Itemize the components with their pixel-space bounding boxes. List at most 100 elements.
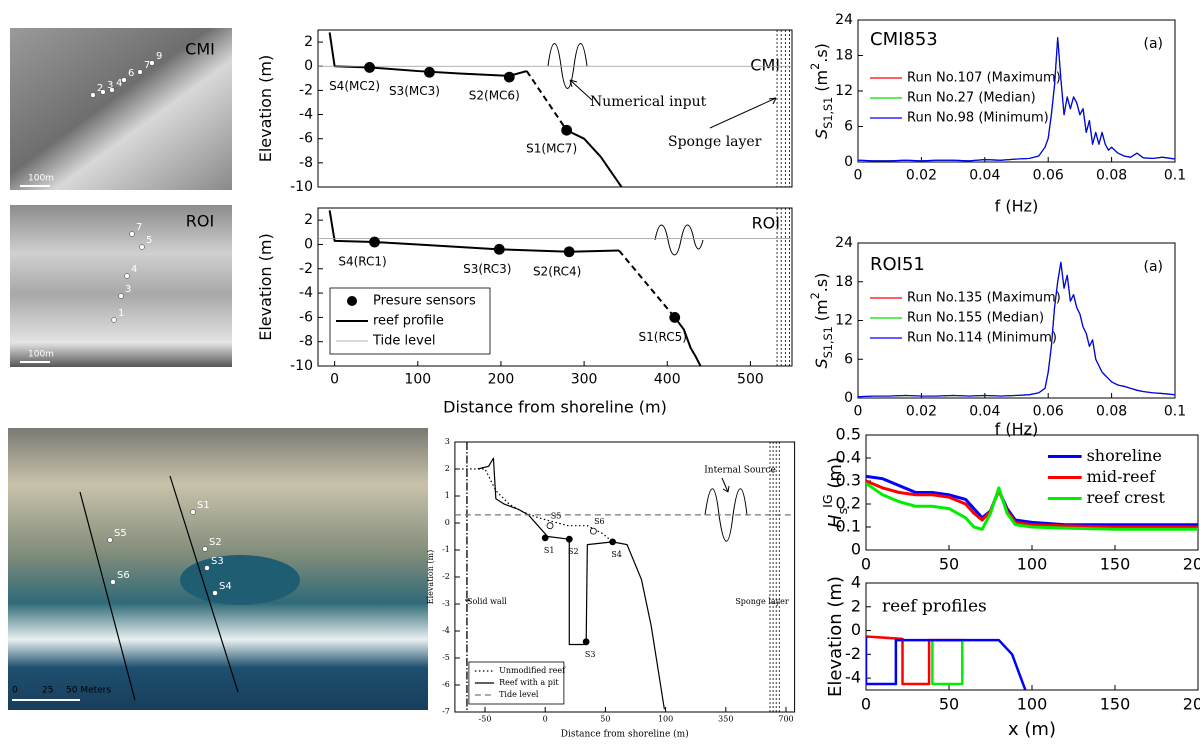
x-tick-label: 200 — [488, 371, 515, 387]
y-tick-label: 4 — [851, 573, 861, 592]
sensor-label: S4(MC2) — [329, 79, 380, 93]
x-tick-label: 100 — [658, 715, 673, 724]
legend-label: Run No.98 (Minimum) — [907, 111, 1049, 126]
y-tick-label: -8 — [299, 334, 313, 350]
sensor-marker — [561, 124, 573, 136]
sensor-label: S1(RC5) — [639, 330, 687, 344]
sensor-label: 9 — [156, 51, 162, 62]
x-tick-label: 500 — [737, 371, 764, 387]
data-line — [566, 129, 623, 187]
data-line — [866, 479, 1198, 529]
wave — [704, 488, 748, 542]
legend-label: Unmodified reef — [499, 666, 566, 675]
sensor-marker — [369, 236, 380, 248]
x-tick-label: 0.1 — [1164, 167, 1186, 183]
y-axis-label-part: .s) — [812, 273, 831, 293]
y-tick-label: 2 — [851, 596, 861, 615]
wave — [654, 224, 704, 256]
y-tick-label: -4 — [299, 107, 313, 123]
y-tick-label: -6 — [442, 680, 450, 689]
legend-label: reef crest — [1087, 488, 1166, 507]
transect — [79, 491, 136, 701]
legend-label: Run No.155 (Median) — [907, 311, 1044, 326]
y-tick-label: 0 — [851, 620, 861, 639]
scale-label: 100m — [28, 350, 54, 360]
y-axis-label-part: (m — [812, 299, 831, 326]
chart-panel: 00.10.20.30.40.5050100150200HsIG (m)shor… — [820, 425, 1200, 574]
y-tick-label: 18 — [835, 274, 853, 290]
y-tick-label: 0.5 — [836, 425, 861, 444]
sensor-label: 1 — [118, 308, 124, 319]
panel-label: (a) — [1143, 36, 1163, 52]
annotation: Solid wall — [467, 597, 507, 606]
scale-label: 25 — [42, 686, 53, 696]
sensor-marker — [582, 638, 590, 646]
y-tick-label: 0 — [445, 518, 450, 527]
y-axis-label-part: S1,S1 — [822, 97, 835, 129]
sensor-location — [110, 579, 116, 585]
sensor-label: 4 — [116, 78, 122, 89]
sensor-location — [129, 231, 135, 237]
y-tick-label: -4 — [845, 668, 861, 687]
y-axis-label: Elevation (m) — [256, 55, 275, 162]
y-tick-label: -3 — [442, 599, 450, 608]
sensor-label: S5 — [551, 512, 562, 521]
sensor-label: S2 — [209, 537, 222, 548]
photo-title: ROI — [186, 212, 214, 231]
sensor-label: 2 — [97, 83, 103, 94]
y-tick-label: 2 — [304, 212, 313, 228]
legend-label: Reef with a pit — [499, 678, 559, 687]
data-line — [618, 249, 676, 319]
y-axis-label-part: 2 — [809, 292, 822, 299]
sensor-label: 3 — [125, 284, 131, 295]
y-tick-label: 6 — [844, 119, 853, 135]
x-tick-label: 0 — [543, 715, 548, 724]
sensor-label: S3 — [585, 650, 596, 659]
y-tick-label: -6 — [299, 131, 313, 147]
sensor-location — [124, 273, 130, 279]
x-tick-label: 0.04 — [969, 167, 1000, 183]
data-line — [866, 636, 1027, 690]
y-tick-label: 0.3 — [836, 471, 861, 490]
sensor-label: 7 — [136, 222, 142, 233]
legend-label: Run No.114 (Minimum) — [907, 331, 1057, 346]
data-line — [673, 316, 702, 366]
chart-panel: 0 6 12 18 24 0 0.02 0.04 0.06 0.08 0.1 f (Hz) SS1,S1… — [809, 235, 1187, 439]
scale-label: 50 Meters — [66, 686, 111, 696]
sensor-location — [121, 77, 127, 83]
aerial-photo-cmi — [10, 28, 232, 190]
y-tick-label: 2 — [445, 464, 450, 473]
legend-label: reef profile — [373, 314, 444, 329]
sensor-location — [107, 537, 113, 543]
x-tick-label: 350 — [718, 715, 733, 724]
pit-water — [180, 555, 300, 605]
sensor-label: S6 — [594, 517, 605, 526]
y-tick-label: -2 — [845, 644, 861, 663]
x-tick-label: 50 — [939, 555, 959, 574]
sensor-label: S4 — [219, 581, 232, 592]
y-tick-label: -4 — [442, 626, 450, 635]
y-tick-label: -7 — [442, 707, 450, 716]
data-line — [866, 482, 1198, 531]
sensor-label: S3 — [211, 556, 224, 567]
arrow — [721, 477, 730, 493]
sensor-label: S2(RC4) — [533, 264, 581, 278]
y-axis-label: HsIG (m) — [820, 457, 850, 528]
legend-label: Run No.27 (Median) — [907, 91, 1036, 106]
y-tick-label: 0 — [304, 236, 313, 252]
chart-panel: -4 -2 0 2 4 0 50 100 150 200 x (m) Elevation (m) ree… — [825, 573, 1200, 741]
y-axis-label-part: S1,S1 — [822, 326, 835, 358]
legend-label: shoreline — [1087, 446, 1162, 465]
y-axis-label: SS1,S1 (m2.s) — [809, 273, 835, 369]
sensor-marker — [546, 522, 554, 530]
y-tick-label: -2 — [299, 261, 313, 277]
sensor-marker — [563, 246, 575, 258]
y-tick-label: 18 — [835, 48, 853, 64]
sensor-location — [100, 89, 106, 95]
sensor-location — [190, 509, 196, 515]
sensor-location — [202, 546, 208, 552]
data-line — [858, 261, 1175, 398]
y-tick-label: -8 — [299, 155, 313, 171]
y-tick-label: 0.4 — [836, 448, 861, 467]
y-axis-label-part: (m) — [825, 457, 846, 494]
